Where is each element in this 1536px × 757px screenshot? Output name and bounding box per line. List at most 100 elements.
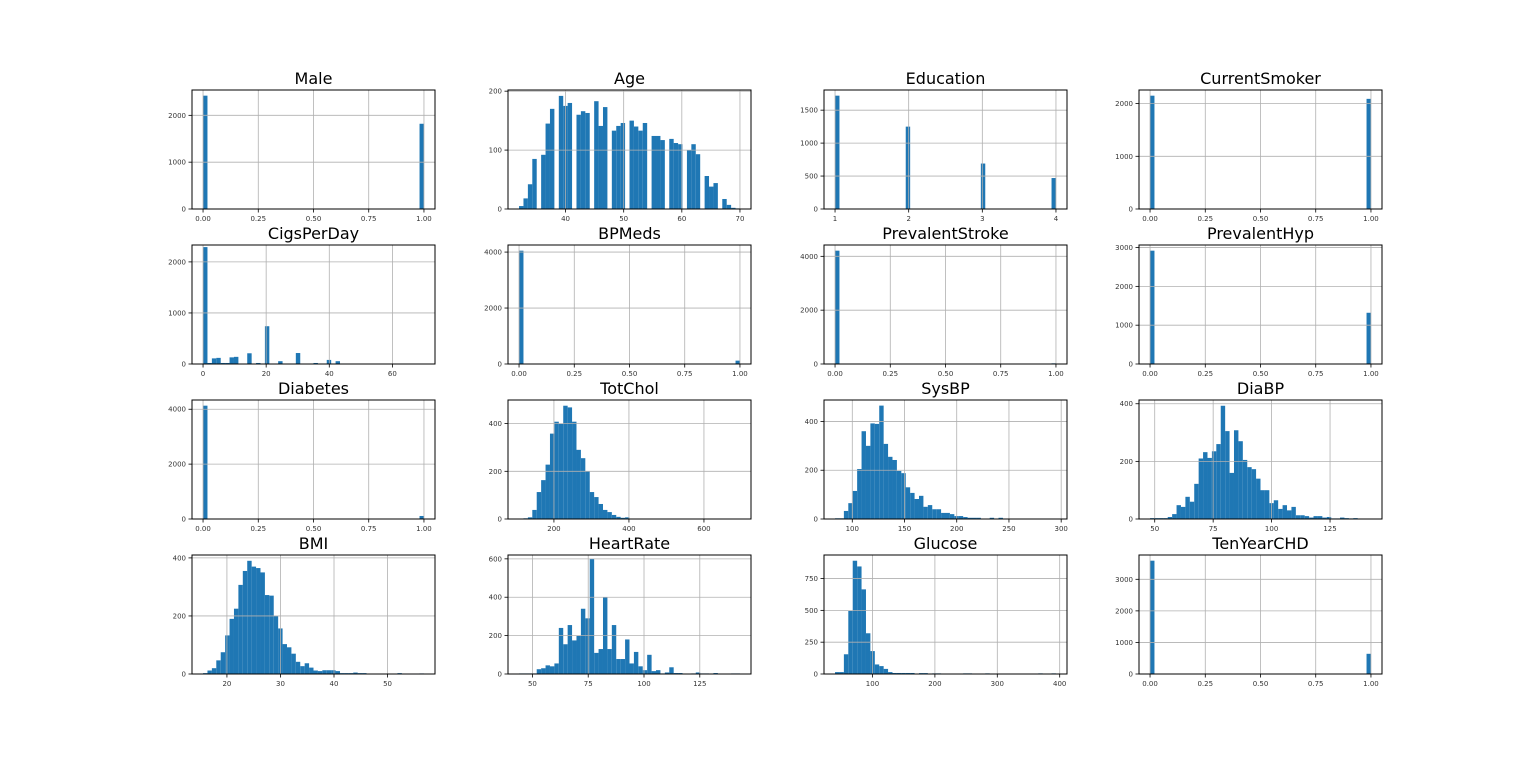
histogram-bar	[229, 357, 234, 364]
histogram-bar	[918, 495, 924, 519]
y-tick-label: 2000	[1115, 100, 1133, 108]
histogram-bar	[704, 176, 710, 209]
histogram-bar	[567, 625, 573, 674]
histogram-bar	[313, 362, 318, 364]
x-tick-label: 2	[906, 215, 910, 223]
histogram-bar	[620, 122, 626, 209]
histogram-bar	[532, 509, 537, 519]
axes-frame	[191, 89, 436, 210]
histogram-bar	[611, 514, 617, 519]
histogram-bar	[731, 207, 736, 209]
histogram-bar	[963, 517, 968, 519]
histogram-bar	[589, 492, 595, 519]
histogram-bar	[883, 443, 889, 519]
histogram-bar	[686, 150, 692, 209]
histogram-bar	[888, 672, 893, 674]
y-tick-label: 200	[173, 612, 186, 620]
histogram-bar	[1229, 472, 1234, 519]
histogram-bar	[1264, 490, 1270, 519]
histogram-bar	[1366, 98, 1371, 209]
subplot-diabp: 50 75 100 125 0 200 400 DiaBP	[1120, 379, 1383, 533]
y-tick-label: 2000	[168, 461, 186, 469]
histogram-bar	[611, 130, 617, 209]
histogram-bar	[1251, 469, 1257, 519]
x-tick-label: 0.25	[1197, 370, 1213, 378]
x-tick-label: 0.50	[622, 370, 638, 378]
histogram-bar	[1185, 496, 1190, 519]
y-tick-label: 500	[805, 173, 818, 181]
histogram-bar	[625, 517, 630, 519]
histogram-bar	[576, 449, 581, 519]
axes-frame	[1138, 244, 1383, 365]
y-tick-label: 0	[1129, 206, 1133, 214]
subplot-bmi: 20 30 40 50 0 200 400 BMI	[173, 534, 436, 688]
histogram-bar	[264, 595, 270, 674]
histogram-bar	[519, 206, 524, 209]
histogram-bar	[322, 670, 327, 674]
axes-frame	[823, 89, 1068, 210]
histogram-bar	[545, 123, 550, 209]
histogram-bar	[892, 672, 897, 674]
histogram-bar	[1150, 250, 1155, 364]
y-tick-label: 200	[1120, 458, 1133, 466]
y-tick-label: 4000	[800, 253, 818, 261]
histogram-bar	[203, 95, 208, 209]
x-tick-label: 20	[222, 680, 231, 688]
x-tick-label: 30	[276, 680, 285, 688]
histogram-bar	[656, 670, 661, 674]
subplot-title: Male	[295, 69, 333, 88]
subplot-tenyearchd: 0.00 0.25 0.50 0.75 1.00 0 1000 2000 3000 TenYear…	[1115, 534, 1383, 688]
histogram-bar	[216, 357, 221, 364]
histogram-bar	[664, 672, 670, 674]
histogram-bar	[905, 126, 911, 209]
y-tick-label: 1000	[168, 309, 186, 317]
subplot-prevalentstroke: 0.00 0.25 0.50 0.75 1.00 0 2000 4000 PrevalentSt…	[800, 224, 1068, 378]
y-tick-label: 1000	[1115, 322, 1133, 330]
histogram-bar	[260, 572, 265, 674]
histogram-bar	[914, 499, 919, 519]
histogram-bar	[722, 198, 727, 209]
histogram-bar	[633, 651, 639, 674]
x-tick-label: 0.25	[250, 525, 266, 533]
x-tick-label: 1.00	[732, 370, 748, 378]
histogram-bar	[225, 362, 230, 364]
x-tick-label: 0.50	[1253, 370, 1269, 378]
subplot-title: DiaBP	[1237, 379, 1285, 398]
y-tick-label: 2000	[800, 307, 818, 315]
histogram-bar	[549, 108, 555, 209]
axes-frame	[1138, 399, 1383, 520]
histogram-bar	[554, 421, 559, 519]
histogram-bar	[229, 618, 234, 674]
histogram-bar	[629, 663, 634, 674]
histogram-bar	[1300, 515, 1305, 519]
histogram-bar	[638, 666, 643, 674]
x-tick-label: 0.50	[306, 215, 322, 223]
histogram-bar	[874, 664, 880, 674]
histogram-bar	[554, 663, 559, 674]
subplot-bpmeds: 0.00 0.25 0.50 0.75 1.00 0 2000 4000 BPMeds	[484, 224, 752, 378]
histogram-bar	[233, 608, 239, 674]
histogram-bar	[1203, 452, 1208, 519]
histogram-bar	[532, 158, 537, 209]
x-tick-label: 75	[584, 680, 593, 688]
histogram-bar	[1287, 510, 1292, 519]
histogram-bar	[549, 666, 555, 674]
axes-frame	[191, 244, 436, 365]
y-tick-label: 0	[814, 671, 818, 679]
axes-frame	[191, 399, 436, 520]
histogram-bar	[419, 123, 424, 209]
histogram-bar	[857, 469, 862, 519]
x-tick-label: 60	[677, 215, 686, 223]
histogram-bar	[1180, 506, 1186, 519]
y-tick-label: 2000	[168, 258, 186, 266]
histogram-bar	[620, 517, 626, 519]
subplot-title: Education	[906, 69, 986, 88]
histogram-bar	[936, 509, 942, 519]
histogram-bar	[585, 471, 590, 519]
histogram-bar	[607, 512, 612, 519]
histogram-bar	[629, 120, 634, 209]
histogram-bar	[901, 473, 906, 519]
histogram-bar	[726, 204, 732, 209]
histogram-bar	[691, 144, 696, 209]
